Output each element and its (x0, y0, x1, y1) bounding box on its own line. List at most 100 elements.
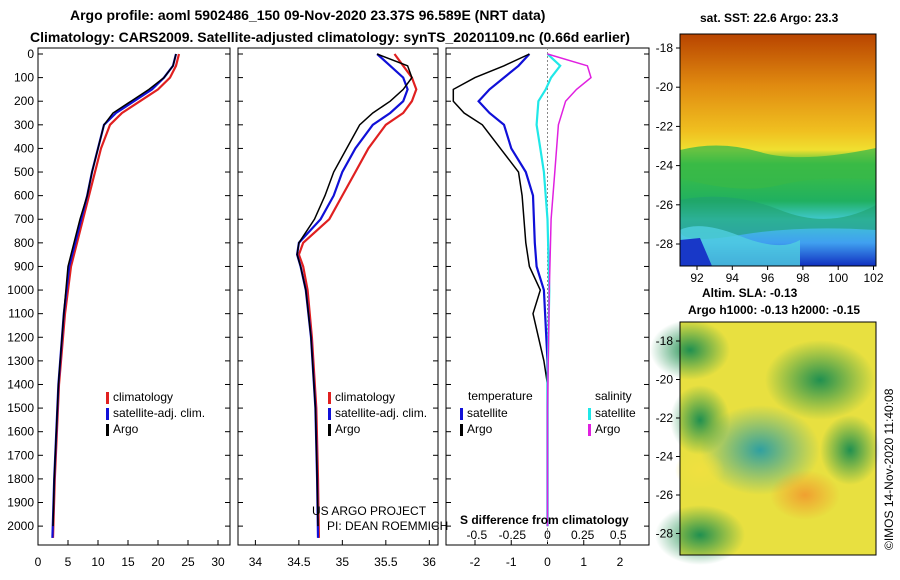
map-tick-label: -24 (656, 159, 674, 173)
top-tick-label: -0.25 (499, 528, 527, 542)
map-tick-label: -26 (656, 198, 674, 212)
legend-swatch-sal-argo (588, 424, 591, 436)
legend-sal-argo: Argo (595, 422, 621, 436)
legend-swatch-temp-satellite (460, 408, 463, 420)
map-tick-label: -26 (656, 488, 674, 502)
project-note: US ARGO PROJECT (312, 504, 427, 518)
difference-chart: -2 -1 0 1 2 -0.5 -0.25 0 0.25 0.5 (446, 48, 649, 569)
map-tick-label: -18 (656, 41, 674, 55)
map-tick-label: -22 (656, 411, 674, 425)
x-tick-label: 10 (91, 555, 105, 569)
sst-map-frame (679, 33, 877, 267)
x-tick-label: 0 (544, 555, 551, 569)
series-line (452, 53, 549, 385)
depth-label: 1300 (7, 354, 34, 368)
sst-cold-patch (680, 238, 712, 266)
x-tick-label: 35 (336, 555, 350, 569)
legend-argo: Argo (335, 422, 361, 436)
legend-salinity-title: salinity (595, 389, 632, 403)
legend-satellite: satellite-adj. clim. (113, 406, 205, 420)
sst-map-y-ticks: -18 -20 -22 -24 -26 -28 (656, 41, 680, 251)
legend-swatch-argo (328, 424, 331, 436)
x-tick-label: 0 (35, 555, 42, 569)
x-tick-label: 5 (65, 555, 72, 569)
depth-label: 1700 (7, 448, 34, 462)
depth-label: 600 (14, 189, 34, 203)
series-line (51, 53, 181, 538)
depth-label: 1800 (7, 472, 34, 486)
x-tick-label: 35.5 (374, 555, 398, 569)
sst-band (680, 196, 876, 239)
difference-legend: temperature salinity satellite Argo sate… (460, 389, 636, 527)
depth-label: 500 (14, 165, 34, 179)
depth-label: 1200 (7, 330, 34, 344)
sla-low-3 (670, 385, 730, 455)
legend-swatch-temp-argo (460, 424, 463, 436)
map-tick-label: 98 (796, 271, 810, 285)
series-line (52, 53, 177, 527)
sst-map-x-ticks: 92 94 96 98 100 102 (690, 266, 884, 285)
legend-swatch-sal-satellite (588, 408, 591, 420)
x-tick-label: 36 (423, 555, 437, 569)
temperature-panel (37, 47, 231, 546)
depth-label: 1900 (7, 496, 34, 510)
depth-label: 400 (14, 141, 34, 155)
series-line (546, 53, 592, 527)
temperature-legend: climatology satellite-adj. clim. Argo (106, 390, 205, 436)
legend-swatch-climatology (328, 392, 331, 404)
depth-label: 1100 (8, 307, 34, 321)
series-line (295, 53, 409, 538)
top-tick-label: -0.5 (466, 528, 487, 542)
map-tick-label: 94 (726, 271, 740, 285)
salinity-panel (237, 47, 439, 546)
sla-low-1 (765, 340, 875, 420)
x-tick-label: 34 (249, 555, 263, 569)
depth-label: 100 (14, 71, 34, 85)
map-tick-label: -24 (656, 450, 674, 464)
legend-swatch-satellite (106, 408, 109, 420)
sla-map: Altim. SLA: -0.13 Argo h1000: -0.13 h200… (650, 286, 880, 565)
depth-label: 1000 (7, 283, 34, 297)
sla-map-title-1: Altim. SLA: -0.13 (702, 286, 798, 300)
depth-label: 1600 (7, 425, 34, 439)
sst-cool-patch (680, 226, 800, 266)
legend-temp-satellite: satellite (467, 406, 508, 420)
footer-stamp: ©IMOS 14-Nov-2020 11:40:08 (882, 388, 896, 550)
legend-satellite: satellite-adj. clim. (335, 406, 427, 420)
top-tick-label: 0.5 (610, 528, 627, 542)
sst-map-title: sat. SST: 22.6 Argo: 23.3 (700, 11, 839, 25)
legend-climatology: climatology (335, 390, 395, 404)
map-tick-label: -20 (656, 80, 674, 94)
pi-note: PI: DEAN ROEMMICH (327, 519, 448, 533)
sla-low-6 (655, 505, 745, 565)
top-tick-label: 0 (544, 528, 551, 542)
x-tick-label: 1 (580, 555, 587, 569)
header-line-1: Argo profile: aoml 5902486_150 09-Nov-20… (70, 7, 545, 23)
sla-map-title-2: Argo h1000: -0.13 h2000: -0.15 (688, 303, 860, 317)
depth-label: 1500 (7, 401, 34, 415)
legend-sal-satellite: satellite (595, 406, 636, 420)
sla-high-2 (675, 450, 725, 490)
legend-swatch-climatology (106, 392, 109, 404)
map-tick-label: 92 (690, 271, 704, 285)
x-tick-label: -2 (470, 555, 481, 569)
series-line (296, 53, 413, 527)
salinity-chart: 34 34.5 35 35.5 36 (238, 53, 438, 569)
temperature-chart: 0 5 10 15 20 25 30 (35, 53, 230, 569)
x-tick-label: 2 (617, 555, 624, 569)
x-tick-label: 30 (211, 555, 225, 569)
map-tick-label: -18 (656, 334, 674, 348)
depth-label: 900 (14, 259, 34, 273)
map-tick-label: 102 (863, 271, 883, 285)
map-tick-label: 96 (761, 271, 775, 285)
legend-climatology: climatology (113, 390, 173, 404)
series-line (477, 53, 549, 527)
x-tick-label: -1 (506, 555, 517, 569)
sla-low-4 (650, 320, 730, 380)
sla-map-y-ticks: -18 -20 -22 -24 -26 -28 (656, 334, 680, 541)
depth-label: 2000 (7, 519, 34, 533)
depth-axis: 0 100 200 300 400 500 600 700 800 900 1000 1100 1200… (7, 47, 34, 533)
header-line-2: Climatology: CARS2009. Satellite-adjuste… (30, 29, 630, 45)
x-tick-label: 15 (121, 555, 135, 569)
depth-label: 300 (14, 118, 34, 132)
